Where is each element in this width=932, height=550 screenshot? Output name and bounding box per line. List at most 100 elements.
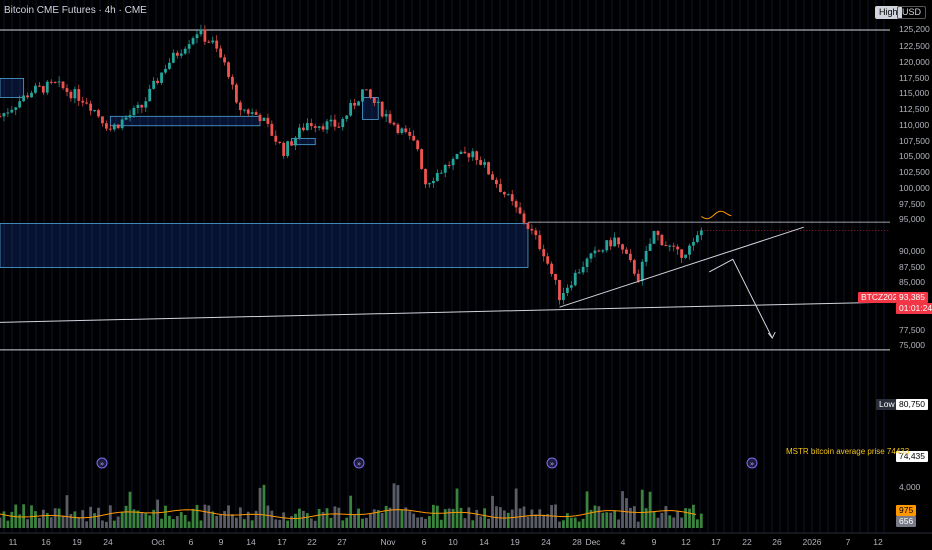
volume-bar — [171, 519, 175, 528]
volume-bars — [0, 483, 703, 528]
volume-bar — [294, 513, 297, 528]
candle-body — [361, 89, 364, 102]
candle-body — [632, 260, 636, 274]
volume-bar — [290, 516, 293, 528]
volume-bar — [116, 516, 120, 528]
candle-body — [463, 151, 467, 154]
volume-bar — [124, 505, 128, 528]
volume-bar — [317, 508, 321, 528]
volume-bar — [53, 508, 57, 528]
candle-body — [396, 124, 400, 133]
price-tick: 87,500 — [899, 261, 925, 272]
candle-body — [61, 81, 65, 89]
candle-body — [428, 183, 431, 185]
candle-body — [81, 100, 85, 103]
candle-body — [38, 85, 41, 87]
volume-bar — [514, 488, 518, 528]
candle-body — [459, 151, 463, 154]
volume-bar — [77, 517, 81, 528]
candle-body — [534, 230, 538, 236]
volume-bar — [380, 512, 384, 528]
candle-body — [171, 52, 175, 63]
volume-bar — [57, 508, 61, 528]
volume-bar — [558, 521, 561, 528]
candle-body — [695, 235, 699, 242]
volume-bar — [542, 514, 546, 528]
time-tick: 12 — [681, 537, 691, 547]
candle-body — [420, 149, 423, 169]
candle-body — [148, 88, 152, 102]
candle-body — [199, 29, 203, 35]
time-tick: 14 — [479, 537, 489, 547]
candle-body — [101, 116, 104, 124]
volume-bar — [506, 512, 510, 528]
candle-body — [227, 62, 230, 77]
volume-bar — [34, 511, 37, 528]
candle-body — [451, 158, 455, 166]
countdown-badge: 01:01:24 — [896, 303, 932, 314]
volume-bar — [250, 520, 254, 528]
volume-bar — [652, 511, 656, 528]
candle-body — [116, 124, 120, 129]
candle-body — [156, 80, 159, 83]
candle-body — [223, 57, 226, 63]
candle-body — [207, 41, 211, 43]
volume-bar — [223, 511, 226, 528]
volume-bar — [81, 510, 85, 528]
event-marker-icon — [353, 457, 365, 469]
candle-body — [93, 110, 96, 112]
volume-bar — [219, 514, 223, 528]
volume-bar — [546, 513, 550, 528]
projection-path — [708, 258, 773, 339]
volume-bar — [329, 517, 333, 528]
volume-bar — [345, 517, 349, 528]
volume-bar — [227, 505, 230, 528]
volume-bar — [38, 517, 41, 528]
candle-body — [439, 172, 443, 174]
candle-body — [246, 109, 250, 114]
candle-body — [585, 258, 589, 267]
volume-bar — [597, 506, 601, 528]
event-marker-glyph: » — [357, 460, 361, 468]
volume-bar — [605, 512, 609, 528]
vertical-gridlines — [3, 0, 885, 533]
volume-bar — [361, 518, 364, 528]
volume-bar — [45, 513, 49, 528]
volume-bar — [656, 517, 660, 528]
projected-squiggle — [701, 210, 732, 220]
candle-body — [554, 273, 557, 280]
candle-body — [365, 89, 368, 91]
candle-body — [294, 137, 297, 146]
candle-body — [498, 184, 502, 192]
price-tick: 107,500 — [899, 135, 930, 146]
high-button[interactable]: High — [875, 6, 902, 19]
currency-button[interactable]: USD — [897, 6, 927, 19]
volume-bar — [357, 508, 360, 528]
price-tick: 75,000 — [899, 340, 925, 351]
time-tick: 22 — [307, 537, 317, 547]
volume-bar — [424, 518, 427, 528]
volume-bar — [609, 512, 613, 528]
volume-bar — [569, 517, 573, 528]
candle-body — [144, 101, 148, 108]
price-tick: 110,000 — [899, 119, 930, 130]
volume-bar — [384, 505, 388, 528]
event-marker-icon — [746, 457, 758, 469]
candle-body — [593, 250, 597, 254]
time-tick: 24 — [541, 537, 551, 547]
volume-bar — [278, 519, 282, 528]
volume-bar — [349, 495, 353, 528]
candle-body — [14, 107, 18, 110]
candle-body — [522, 213, 526, 223]
candle-body — [290, 141, 293, 146]
volume-bar — [447, 508, 451, 528]
symbol-badge: BTCZ2025 — [858, 292, 906, 303]
event-marker-glyph: » — [750, 460, 754, 468]
candle-body — [337, 126, 341, 128]
candle-body — [0, 116, 2, 118]
volume-bar — [589, 509, 593, 528]
volume-bar — [660, 512, 664, 528]
candle-body — [160, 72, 163, 83]
zone-box — [0, 223, 529, 268]
